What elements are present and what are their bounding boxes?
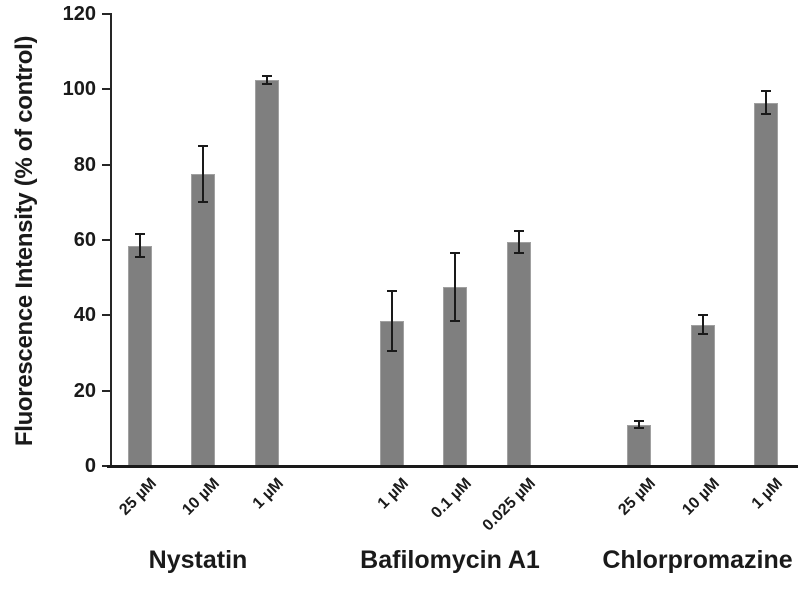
y-axis-tick <box>102 389 112 392</box>
error-bar-line <box>765 91 767 114</box>
bar <box>127 245 152 466</box>
error-bar-cap-bottom <box>513 252 524 255</box>
error-bar-cap-top <box>450 252 460 255</box>
bar <box>690 324 715 466</box>
error-bar-cap-bottom <box>761 112 771 115</box>
group-label: Nystatin <box>148 546 248 574</box>
y-axis-tick <box>102 13 112 15</box>
group-label: Chlorpromazine <box>602 546 793 574</box>
error-bar-cap-top <box>513 229 524 232</box>
error-bar-cap-top <box>134 233 145 236</box>
error-bar-cap-bottom <box>697 333 708 336</box>
x-axis-line <box>107 465 798 468</box>
y-tick-label: 100 <box>62 78 96 101</box>
bar <box>191 174 215 466</box>
error-bar-line <box>390 290 393 352</box>
bar <box>506 241 531 466</box>
error-bar-cap-bottom <box>450 319 460 322</box>
bar <box>754 102 778 466</box>
error-bar-line <box>517 230 520 254</box>
error-bar-cap-top <box>198 144 208 147</box>
error-bar-line <box>138 234 141 257</box>
error-bar-line <box>454 253 456 321</box>
error-bar-cap-top <box>261 75 272 78</box>
error-bar-line <box>202 145 204 203</box>
error-bar-line <box>701 315 704 335</box>
y-axis-line <box>110 14 112 466</box>
error-bar-cap-bottom <box>386 350 397 353</box>
bar <box>627 424 651 466</box>
y-tick-label: 60 <box>73 229 96 251</box>
y-tick-label: 120 <box>62 3 96 25</box>
y-axis-tick <box>102 239 112 241</box>
y-axis-tick <box>102 314 112 317</box>
error-bar-line <box>265 76 268 84</box>
bar <box>254 79 279 466</box>
y-tick-label: 20 <box>73 379 96 402</box>
error-bar-cap-top <box>634 419 644 422</box>
error-bar-cap-top <box>761 90 771 93</box>
y-axis-tick <box>102 88 112 91</box>
error-bar-cap-bottom <box>134 255 145 258</box>
error-bar-cap-top <box>386 289 397 292</box>
y-tick-label: 40 <box>73 304 96 327</box>
error-bar-cap-bottom <box>198 201 208 204</box>
group-label: Bafilomycin A1 <box>360 546 540 574</box>
error-bar-cap-bottom <box>261 82 272 85</box>
y-axis-tick <box>102 163 112 166</box>
y-tick-label: 80 <box>73 153 96 176</box>
error-bar-line <box>638 420 640 429</box>
error-bar-cap-bottom <box>634 427 644 430</box>
y-tick-label: 0 <box>84 455 96 477</box>
error-bar-cap-top <box>697 314 708 317</box>
